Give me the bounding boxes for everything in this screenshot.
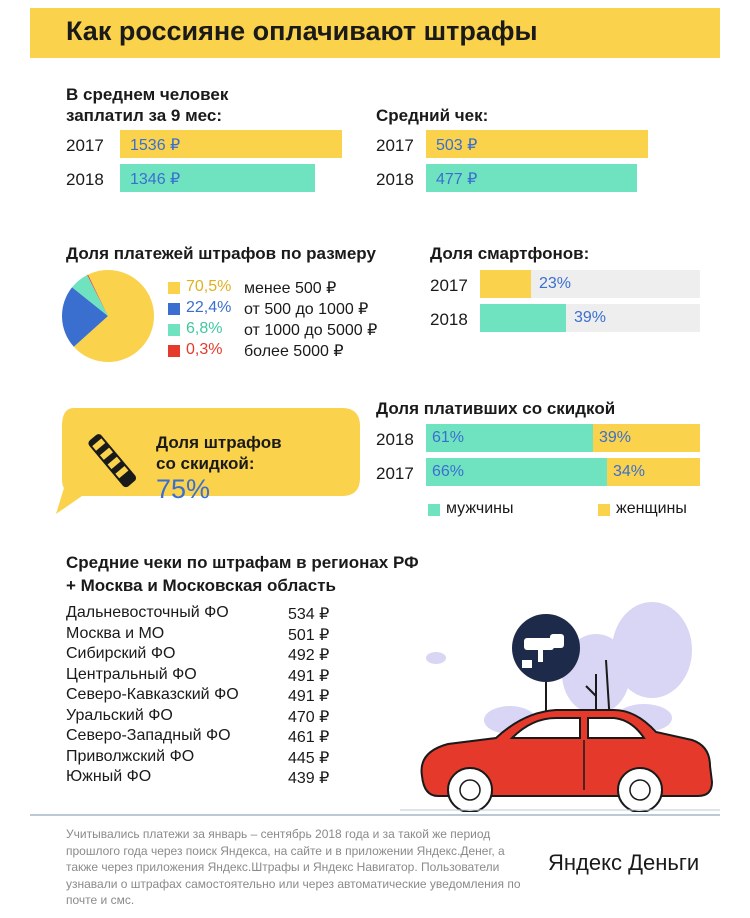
tree-icon [612,602,692,698]
region-value: 491 ₽ [288,667,330,685]
bar-value-label: 61% [432,429,465,446]
legend-swatch [168,303,180,315]
speech-bubble [56,408,360,514]
car-illustration [400,602,720,812]
smartphone-chart: 2017 23% 2018 39% [430,270,700,334]
legend-percent: 0,3% [186,341,223,358]
bar-value-label: 39% [599,429,632,446]
region-name: Приволжский ФО [66,747,195,765]
legend-swatch [168,324,180,336]
region-value: 470 ₽ [288,708,330,726]
bar-value-label: 34% [613,463,646,480]
bar-value-label: 477 ₽ [436,171,478,188]
legend-swatch [598,504,610,516]
bar-category-label: 2018 [376,170,414,189]
region-table: Дальневосточный ФО 534 ₽ Москва и МО 501 ₽ С… [66,604,366,794]
region-value: 445 ₽ [288,749,330,767]
bar-category-label: 2017 [376,464,414,483]
stacked-bar-segment [593,424,700,452]
legend-percent: 22,4% [186,299,232,316]
page-title: Как россияне оплачивают штрафы [66,16,538,46]
bar [426,130,648,158]
avg-paid-title: В среднем человек заплатил за 9 мес: [66,85,229,125]
bar-category-label: 2018 [430,310,468,329]
bar-value-label: 66% [432,463,465,480]
bar [480,304,566,332]
discount-gender-chart: 2018 61% 39% 2017 66% 34% мужчины женщины [376,424,706,524]
bar [426,164,637,192]
legend-label: женщины [616,500,687,517]
legend-label: более 5000 ₽ [244,343,344,360]
region-name: Дальневосточный ФО [66,604,229,621]
bar-value-label: 1346 ₽ [130,171,181,188]
stacked-bar-segment [426,458,607,486]
pie-title: Доля платежей штрафов по размеру [66,244,376,263]
discount-bubble-value: 75% [156,474,211,504]
region-name: Сибирский ФО [66,645,176,662]
smartphone-title: Доля смартфонов: [430,244,590,263]
bar [480,270,531,298]
discount-gender-title: Доля плативших со скидкой [376,399,616,418]
yandex-money-logo: Яндекс Деньги [548,850,700,875]
region-value: 491 ₽ [288,688,330,705]
region-name: Уральский ФО [66,706,173,724]
footer-divider [30,814,720,816]
legend-label: менее 500 ₽ [244,280,337,297]
pie-chart [62,270,154,362]
region-name: Северо-Западный ФО [66,727,231,744]
bar-value-label: 39% [574,309,607,326]
legend-percent: 70,5% [186,278,232,295]
bar-category-label: 2018 [376,430,414,449]
legend-swatch [168,345,180,357]
legend-swatch [428,504,440,516]
bar-value-label: 503 ₽ [436,137,478,154]
region-name: Южный ФО [66,768,152,785]
region-value: 501 ₽ [288,626,330,644]
pie-slice [72,274,108,316]
legend-label: от 500 до 1000 ₽ [244,301,369,318]
bar-category-label: 2018 [66,170,104,189]
bar-category-label: 2017 [376,136,414,155]
region-value: 461 ₽ [288,729,330,746]
region-name: Северо-Кавказский ФО [66,686,239,703]
avg-paid-chart: 2017 1536 ₽ 2018 1346 ₽ [66,130,356,200]
region-value: 534 ₽ [288,606,330,623]
bar-category-label: 2017 [66,136,104,155]
discount-bubble-text: Доля штрафов со скидкой: [156,433,282,473]
pie-slice [87,274,108,316]
pie-slice [62,287,108,347]
legend-swatch [168,282,180,294]
bar-category-label: 2017 [430,276,468,295]
stacked-bar-segment [426,424,593,452]
region-name: Москва и МО [66,624,165,642]
region-value: 492 ₽ [288,647,330,664]
pie-legend: 70,5% менее 500 ₽ 22,4% от 500 до 1000 ₽ 6,8… [162,278,402,368]
region-value: 439 ₽ [288,770,330,787]
legend-label: мужчины [446,500,514,517]
fine-ticket-icon [88,434,137,488]
avg-check-chart: 2017 503 ₽ 2018 477 ₽ [376,130,666,200]
pie-slice [73,270,154,362]
region-name: Центральный ФО [66,665,197,683]
legend-label: от 1000 до 5000 ₽ [244,322,378,339]
bar-value-label: 23% [539,275,572,292]
footnote: Учитывались платежи за январь – сентябрь… [66,827,521,907]
bar [120,130,342,158]
title-bar [30,8,720,58]
bar-value-label: 1536 ₽ [130,137,181,154]
bar [120,164,315,192]
legend-percent: 6,8% [186,320,223,337]
region-title: Средние чеки по штрафам в регионах РФ + … [66,553,419,595]
avg-check-title: Средний чек: [376,106,489,125]
stacked-bar-segment [607,458,700,486]
